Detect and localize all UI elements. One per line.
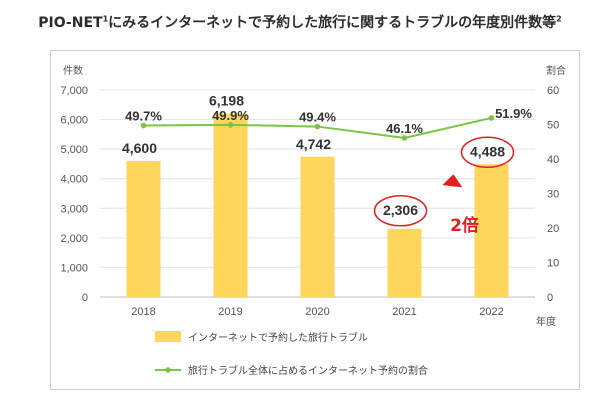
legend-label: 旅行トラブル全体に占めるインターネット予約の割合 xyxy=(188,364,428,377)
bar-value-label: 6,198 xyxy=(209,93,244,109)
highlight-circle xyxy=(460,136,515,169)
chart-title: PIO-NET1にみるインターネットで予約した旅行に関するトラブルの年度別件数等… xyxy=(38,14,562,31)
y2-tick-label: 0 xyxy=(547,292,553,304)
x-tick-label: 2019 xyxy=(218,306,242,318)
x-tick-label: 2022 xyxy=(479,306,503,318)
y-tick-label: 3,000 xyxy=(60,203,88,215)
increase-arrow-head xyxy=(442,174,463,188)
y2-tick-label: 40 xyxy=(547,154,559,166)
x-tick-label: 2020 xyxy=(305,306,329,318)
y-tick-label: 5,000 xyxy=(60,144,88,156)
y2-tick-label: 50 xyxy=(547,120,559,132)
legend-swatch-bar xyxy=(155,331,181,342)
legend-label: インターネットで予約した旅行トラブル xyxy=(188,331,368,344)
bar-value-label: 4,600 xyxy=(122,140,157,156)
ratio-point xyxy=(140,122,147,129)
y-tick-label: 4,000 xyxy=(60,174,88,186)
y2-tick-label: 10 xyxy=(547,258,559,270)
bar-value-label: 4,488 xyxy=(470,143,505,159)
highlight-circle xyxy=(373,195,428,227)
bar xyxy=(213,113,248,298)
y2-tick-label: 20 xyxy=(547,223,559,235)
ratio-value-label: 46.1% xyxy=(386,121,423,136)
ratio-value-label: 49.7% xyxy=(125,109,162,124)
legend-swatch-point xyxy=(165,367,171,373)
annotation-text: 2倍 xyxy=(450,215,479,236)
bar xyxy=(387,228,422,297)
x-axis-label: 年度 xyxy=(536,315,556,328)
y-tick-label: 6,000 xyxy=(60,115,88,127)
y2-axis-label: 割合 xyxy=(546,64,566,77)
ratio-value-label: 51.9% xyxy=(495,106,532,121)
bar-value-label: 2,306 xyxy=(383,202,418,218)
bar xyxy=(300,156,335,297)
ratio-point xyxy=(488,115,495,121)
x-tick-label: 2018 xyxy=(131,306,155,318)
y-tick-label: 0 xyxy=(82,292,88,304)
y2-tick-label: 30 xyxy=(547,189,559,201)
ratio-point xyxy=(401,135,408,141)
ratio-value-label: 49.9% xyxy=(212,108,249,123)
y-tick-label: 2,000 xyxy=(60,233,88,245)
bar xyxy=(474,164,509,297)
ratio-value-label: 49.4% xyxy=(299,110,336,125)
ratio-point xyxy=(314,123,321,130)
x-tick-label: 2021 xyxy=(392,306,416,318)
ratio-point xyxy=(227,122,234,128)
bar-value-label: 4,742 xyxy=(296,136,331,152)
chart-frame xyxy=(50,50,580,390)
y2-tick-label: 60 xyxy=(547,85,559,97)
y-axis-label: 件数 xyxy=(63,64,83,77)
bar xyxy=(126,160,161,297)
y-tick-label: 1,000 xyxy=(60,262,88,274)
y-tick-label: 7,000 xyxy=(60,85,88,97)
